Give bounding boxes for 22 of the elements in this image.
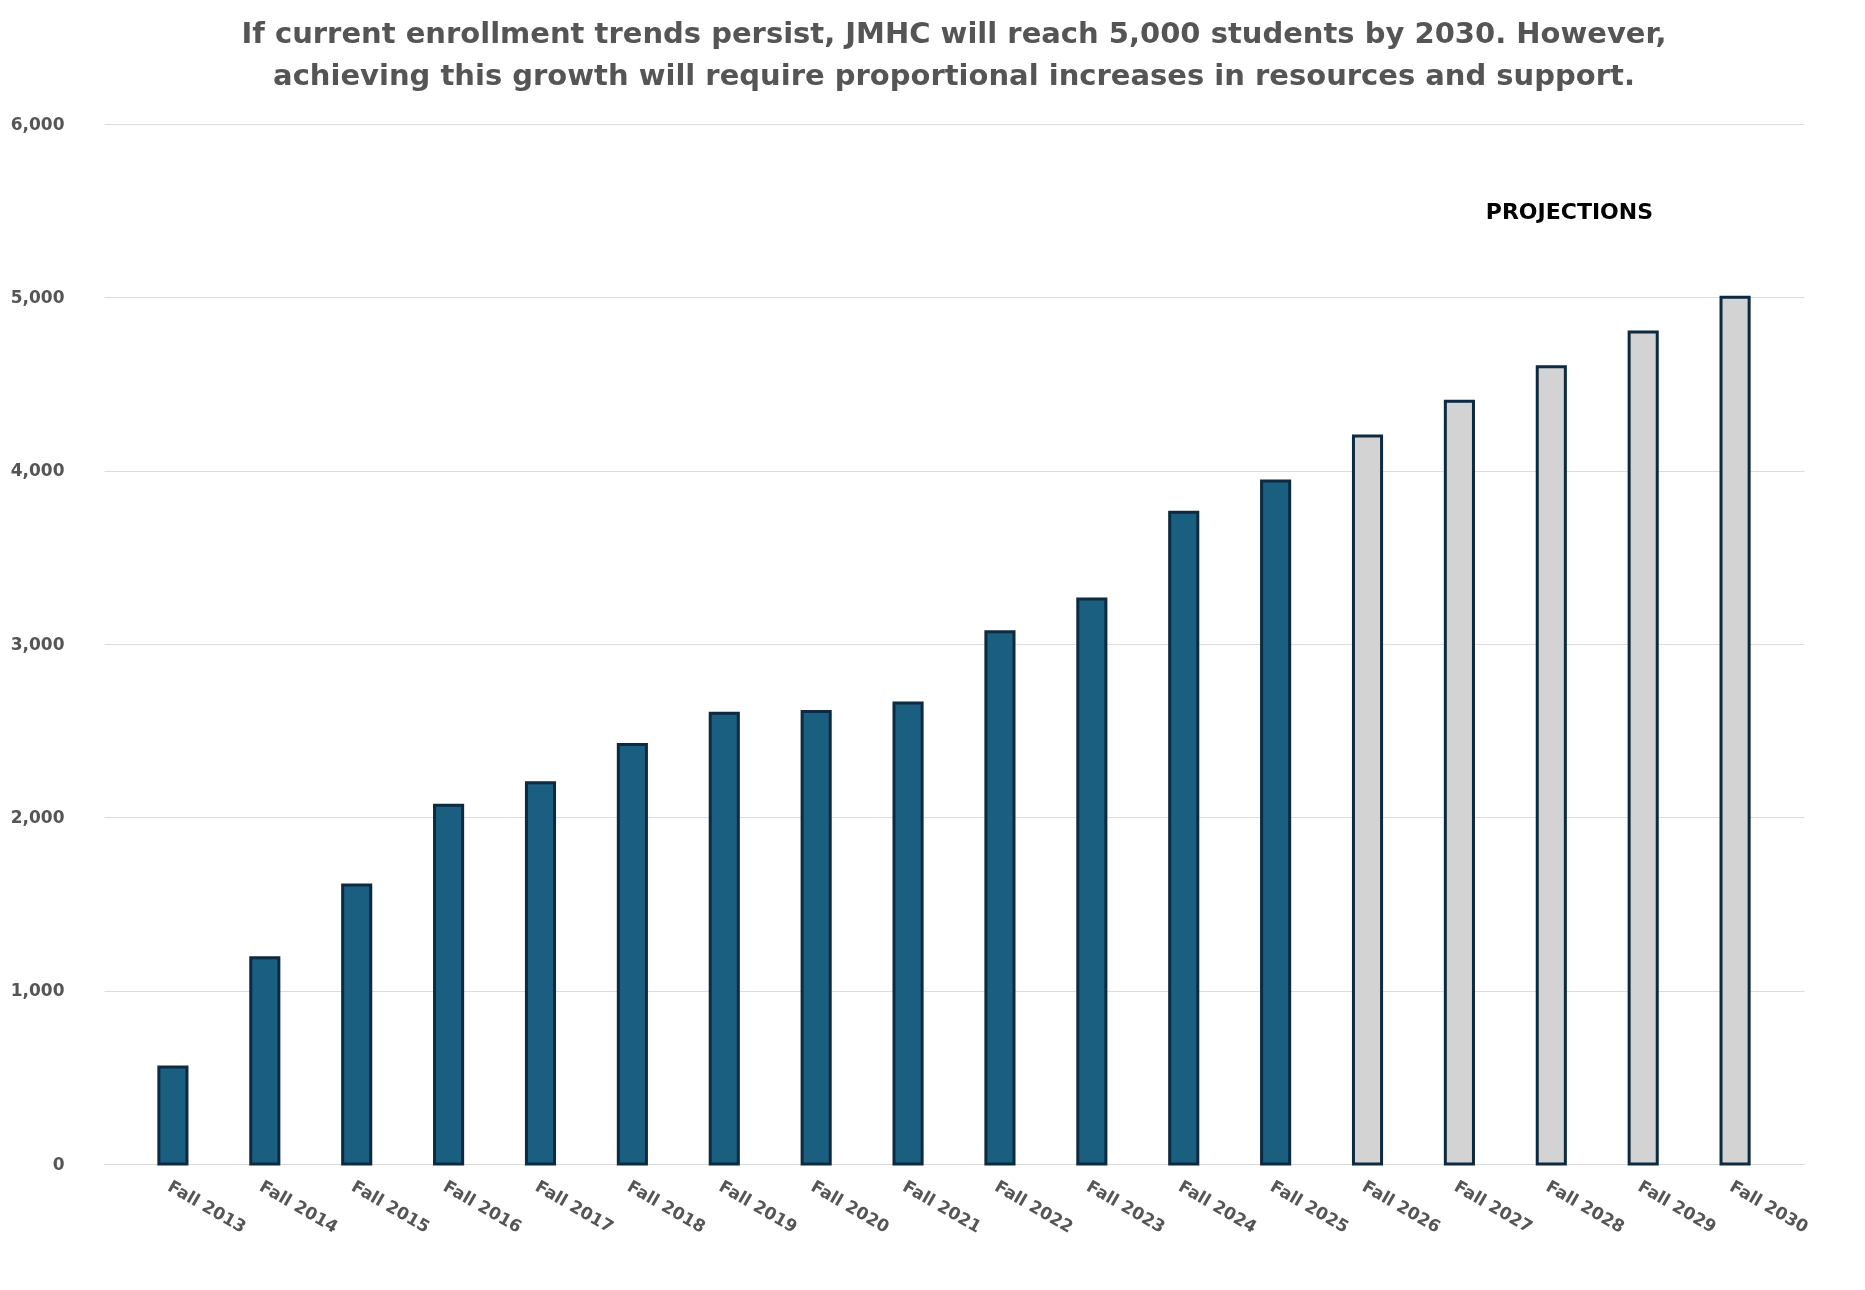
- bar: [892, 701, 924, 1166]
- y-tick-label: 0: [52, 1153, 65, 1174]
- bar: [524, 781, 557, 1166]
- bar: [1260, 479, 1292, 1166]
- bar: [800, 710, 832, 1166]
- y-tick-label: 1,000: [10, 980, 65, 1001]
- y-tick-label: 5,000: [10, 286, 65, 307]
- bar: [1168, 510, 1200, 1166]
- bar: [157, 1065, 189, 1166]
- y-tick-label: 2,000: [10, 806, 65, 827]
- bar: [984, 630, 1016, 1166]
- y-tick-label: 4,000: [10, 460, 65, 481]
- bar: [433, 803, 465, 1166]
- y-tick-label: 3,000: [10, 633, 65, 654]
- y-tick-label: 6,000: [10, 113, 65, 134]
- bar: [249, 956, 281, 1166]
- bar: [1076, 597, 1108, 1166]
- bar: [616, 743, 648, 1166]
- bar: [708, 711, 740, 1166]
- bar: [341, 883, 373, 1166]
- annotation: PROJECTIONS: [1485, 199, 1654, 225]
- chart-title: If current enrollment trends persist, JMHC will reach 5,000 students by 2030. However, achieving this growth will require proportional increases in resources and support.: [241, 16, 1667, 92]
